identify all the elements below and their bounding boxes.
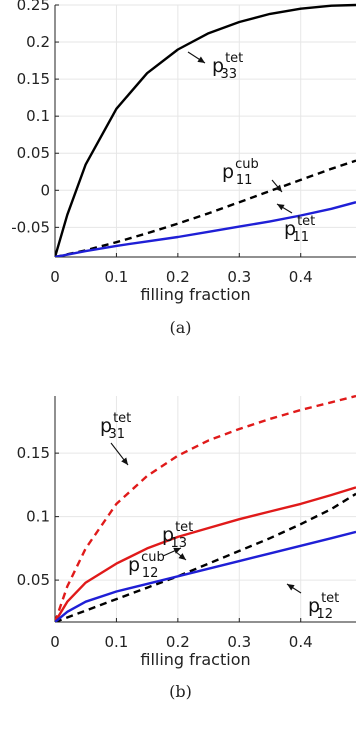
x-tick-label: 0 xyxy=(50,268,60,286)
series-label-12-tet: ptet 12 xyxy=(308,591,339,622)
y-tick-label: 0.05 xyxy=(17,144,50,162)
y-tick-label: 0.1 xyxy=(26,107,50,125)
series-label-33-tet: ptet 33 xyxy=(212,51,243,82)
series-arrowhead xyxy=(121,457,128,465)
x-tick-label: 0.3 xyxy=(227,633,251,651)
series-label-12-cub: pcub 12 xyxy=(128,550,165,581)
x-axis-label: filling fraction xyxy=(140,285,250,304)
chart-a: 0 0.1 0.2 0.3 0.4 0.25 0.2 0.15 0.1 0.05 0 -0.05 fil… xyxy=(11,0,356,337)
x-tick-label: 0.1 xyxy=(104,268,128,286)
y-tick-label: -0.05 xyxy=(11,218,50,236)
y-tick-label: 0.15 xyxy=(17,70,50,88)
y-tick-label: 0.15 xyxy=(17,444,50,462)
series-label-11-cub: pcub 11 xyxy=(222,157,259,188)
x-tick-label: 0.2 xyxy=(166,268,190,286)
y-tick-label: 0.05 xyxy=(17,571,50,589)
series-label-11-tet: ptet 11 xyxy=(284,214,315,245)
series-arrowhead xyxy=(277,204,285,211)
series-line-12-cub xyxy=(55,492,356,622)
series-label-13-tet: ptet 13 xyxy=(162,520,193,551)
series-line-11-tet xyxy=(55,201,356,257)
x-tick-label: 0.4 xyxy=(289,633,313,651)
series-arrowhead xyxy=(178,553,186,560)
series-arrowhead xyxy=(173,547,181,554)
x-axis-label: filling fraction xyxy=(140,650,250,669)
y-tick-label: 0.2 xyxy=(26,33,50,51)
x-tick-label: 0.3 xyxy=(227,268,251,286)
x-tick-label: 0 xyxy=(50,633,60,651)
series-arrowhead xyxy=(275,184,282,192)
series-line-11-cub xyxy=(55,159,356,257)
series-line-12-tet xyxy=(55,530,356,622)
series-arrowhead xyxy=(287,584,295,591)
series-line-31-tet xyxy=(55,394,356,622)
chart-b: 0 0.1 0.2 0.3 0.4 0.15 0.1 0.05 filling fraction… xyxy=(17,394,356,701)
caption: (b) xyxy=(169,682,192,701)
y-tick-label: 0.1 xyxy=(26,508,50,526)
x-tick-label: 0.4 xyxy=(289,268,313,286)
x-tick-label: 0.1 xyxy=(104,633,128,651)
caption: (a) xyxy=(169,318,191,337)
series-line-13-tet xyxy=(55,486,356,622)
y-tick-label: 0.25 xyxy=(17,0,50,14)
series-label-31-tet: ptet 31 xyxy=(100,411,131,442)
series-arrowhead xyxy=(197,56,205,63)
y-tick-label: 0 xyxy=(40,181,50,199)
series-line-33-tet xyxy=(55,3,356,257)
x-tick-label: 0.2 xyxy=(166,633,190,651)
